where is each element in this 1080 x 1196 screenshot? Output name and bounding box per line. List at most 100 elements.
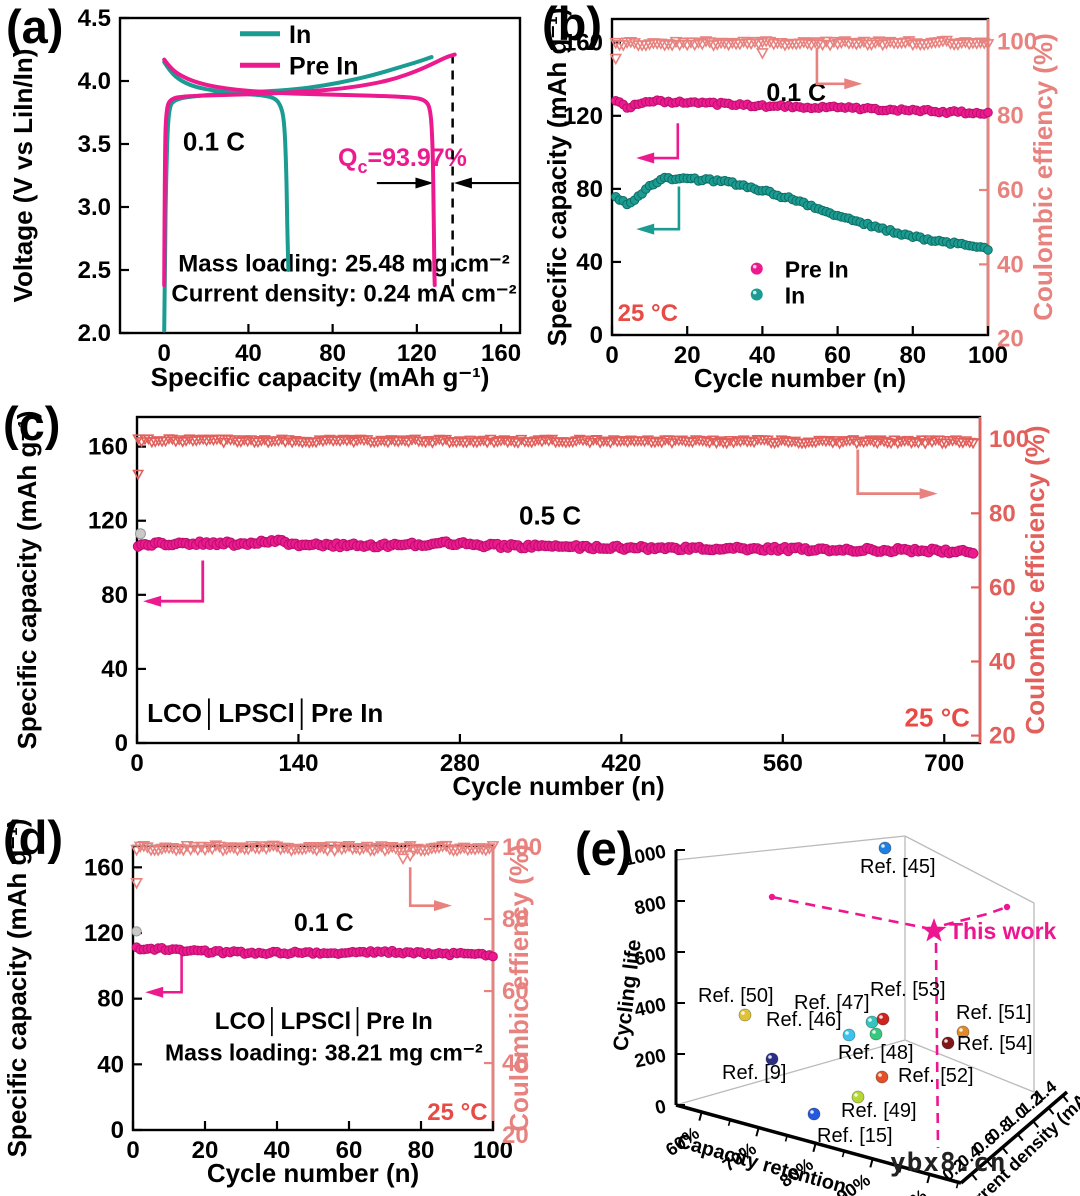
svg-text:40: 40 bbox=[101, 656, 128, 683]
svg-text:40: 40 bbox=[997, 251, 1024, 278]
svg-text:0.1 C: 0.1 C bbox=[183, 126, 245, 156]
svg-text:Coulombic effiency (%): Coulombic effiency (%) bbox=[504, 844, 534, 1131]
svg-text:4.0: 4.0 bbox=[78, 68, 111, 95]
svg-text:0.1 C: 0.1 C bbox=[294, 909, 354, 937]
svg-text:20: 20 bbox=[674, 342, 701, 369]
svg-text:0: 0 bbox=[111, 1117, 124, 1144]
panel-c-long-cycling-chart: 0 140 280 420 560 700 0 40 80 120 160 20 40 60 80 100 Cy… bbox=[12, 411, 1050, 801]
svg-text:140: 140 bbox=[278, 750, 318, 777]
svg-text:20: 20 bbox=[192, 1137, 219, 1164]
svg-text:Coulombic efficiency (%): Coulombic efficiency (%) bbox=[1020, 425, 1050, 734]
svg-text:In: In bbox=[289, 21, 311, 49]
svg-text:160: 160 bbox=[84, 854, 124, 881]
svg-text:In: In bbox=[785, 283, 805, 309]
svg-text:700: 700 bbox=[924, 750, 964, 777]
svg-text:Ref. [51]: Ref. [51] bbox=[956, 1002, 1032, 1024]
panel-e-3d-comparison-chart: 0200400600800100060%70%80%90%100%0.20.40… bbox=[609, 835, 1080, 1196]
svg-text:80: 80 bbox=[502, 906, 529, 933]
panel-label-b: (b) bbox=[542, 0, 603, 50]
svg-text:20: 20 bbox=[502, 1122, 529, 1149]
panel-label-d: (d) bbox=[3, 811, 64, 864]
svg-text:420: 420 bbox=[601, 750, 641, 777]
svg-text:0.5 C: 0.5 C bbox=[519, 501, 581, 531]
svg-text:2.5: 2.5 bbox=[78, 257, 111, 284]
svg-text:2.0: 2.0 bbox=[78, 320, 111, 347]
svg-text:This work: This work bbox=[949, 918, 1057, 944]
svg-text:Current density: 0.24 mA cm⁻²: Current density: 0.24 mA cm⁻² bbox=[171, 281, 516, 308]
svg-text:Specific capacity (mAh g⁻¹): Specific capacity (mAh g⁻¹) bbox=[12, 411, 42, 750]
svg-text:25 °C: 25 °C bbox=[427, 1099, 487, 1126]
svg-text:80: 80 bbox=[101, 582, 128, 609]
svg-text:60: 60 bbox=[997, 177, 1024, 204]
svg-text:Ref. [50]: Ref. [50] bbox=[698, 985, 774, 1007]
svg-text:100: 100 bbox=[989, 426, 1029, 453]
svg-text:560: 560 bbox=[763, 750, 803, 777]
svg-text:60: 60 bbox=[502, 978, 529, 1005]
panel-label-e: (e) bbox=[575, 822, 633, 875]
svg-text:Mass loading: 25.48 mg cm⁻²: Mass loading: 25.48 mg cm⁻² bbox=[178, 251, 509, 278]
svg-text:800: 800 bbox=[633, 892, 668, 919]
svg-text:0: 0 bbox=[605, 342, 618, 369]
svg-text:0: 0 bbox=[126, 1137, 139, 1164]
svg-text:40: 40 bbox=[97, 1051, 124, 1078]
svg-text:20: 20 bbox=[989, 723, 1016, 750]
svg-text:Coulombic effiency (%): Coulombic effiency (%) bbox=[1028, 33, 1058, 320]
svg-text:4.5: 4.5 bbox=[78, 5, 111, 32]
svg-text:Qc=93.97%: Qc=93.97% bbox=[338, 144, 467, 177]
svg-text:0: 0 bbox=[653, 1096, 668, 1119]
svg-text:Ref. [53]: Ref. [53] bbox=[870, 979, 946, 1001]
svg-text:0: 0 bbox=[590, 322, 603, 349]
svg-text:Voltage (V vs LiIn/In): Voltage (V vs LiIn/In) bbox=[8, 49, 38, 303]
svg-text:80: 80 bbox=[576, 176, 603, 203]
svg-text:100: 100 bbox=[968, 342, 1008, 369]
svg-text:Pre In: Pre In bbox=[785, 257, 849, 283]
svg-text:280: 280 bbox=[440, 750, 480, 777]
svg-text:80: 80 bbox=[97, 986, 124, 1013]
svg-text:Pre In: Pre In bbox=[289, 52, 358, 80]
svg-text:100: 100 bbox=[502, 834, 542, 861]
svg-text:80: 80 bbox=[899, 342, 926, 369]
svg-text:Specific capacity (mAh g⁻¹): Specific capacity (mAh g⁻¹) bbox=[151, 362, 490, 392]
svg-text:Cycle number (n): Cycle number (n) bbox=[694, 363, 906, 393]
svg-text:Ref. [47]: Ref. [47] bbox=[794, 992, 870, 1014]
svg-text:100%: 100% bbox=[882, 1185, 931, 1196]
svg-text:Ref. [48]: Ref. [48] bbox=[838, 1042, 914, 1064]
svg-text:120: 120 bbox=[84, 920, 124, 947]
svg-text:Cycle number (n): Cycle number (n) bbox=[207, 1158, 419, 1188]
panel-b-cycling-chart: 0 20 40 60 80 100 0 40 80 120 160 20 40 60 80 100 Cycle … bbox=[542, 8, 1058, 393]
svg-text:0: 0 bbox=[158, 340, 171, 367]
svg-text:100: 100 bbox=[997, 28, 1037, 55]
svg-text:160: 160 bbox=[88, 434, 128, 461]
svg-text:40: 40 bbox=[989, 649, 1016, 676]
svg-text:160: 160 bbox=[481, 340, 521, 367]
svg-text:80: 80 bbox=[989, 500, 1016, 527]
svg-text:40: 40 bbox=[264, 1137, 291, 1164]
site-watermark: ybx8.cn bbox=[890, 1148, 1007, 1178]
svg-text:25 °C: 25 °C bbox=[905, 703, 971, 733]
svg-text:Specific capacity (mAh g⁻¹): Specific capacity (mAh g⁻¹) bbox=[542, 8, 572, 347]
svg-text:160: 160 bbox=[563, 30, 603, 57]
svg-text:40: 40 bbox=[576, 249, 603, 276]
svg-text:60: 60 bbox=[336, 1137, 363, 1164]
svg-text:Ref. [54]: Ref. [54] bbox=[957, 1033, 1033, 1055]
panel-d-cycling-chart: 0 20 40 60 80 100 0 40 80 120 160 20 40 60 80 100 Cycle … bbox=[2, 819, 542, 1188]
svg-text:120: 120 bbox=[563, 103, 603, 130]
svg-text:200: 200 bbox=[633, 1045, 668, 1072]
svg-text:40: 40 bbox=[749, 342, 776, 369]
panel-label-c: (c) bbox=[3, 397, 61, 450]
svg-text:Mass loading: 38.21 mg cm⁻²: Mass loading: 38.21 mg cm⁻² bbox=[165, 1039, 483, 1065]
svg-text:80: 80 bbox=[997, 103, 1024, 130]
svg-text:80: 80 bbox=[408, 1137, 435, 1164]
svg-text:60: 60 bbox=[824, 342, 851, 369]
panel-label-a: (a) bbox=[6, 0, 64, 53]
svg-text:Ref. [46]: Ref. [46] bbox=[766, 1009, 842, 1031]
svg-text:LCO│LPSCl│Pre In: LCO│LPSCl│Pre In bbox=[215, 1007, 433, 1037]
svg-text:80: 80 bbox=[319, 340, 346, 367]
svg-text:LCO│LPSCl│Pre In: LCO│LPSCl│Pre In bbox=[147, 698, 383, 730]
svg-text:Ref. [45]: Ref. [45] bbox=[860, 856, 936, 878]
svg-text:3.0: 3.0 bbox=[78, 194, 111, 221]
svg-text:Specific capacity (mAh g⁻¹): Specific capacity (mAh g⁻¹) bbox=[2, 819, 32, 1158]
svg-text:0: 0 bbox=[115, 730, 128, 757]
svg-text:60: 60 bbox=[989, 574, 1016, 601]
